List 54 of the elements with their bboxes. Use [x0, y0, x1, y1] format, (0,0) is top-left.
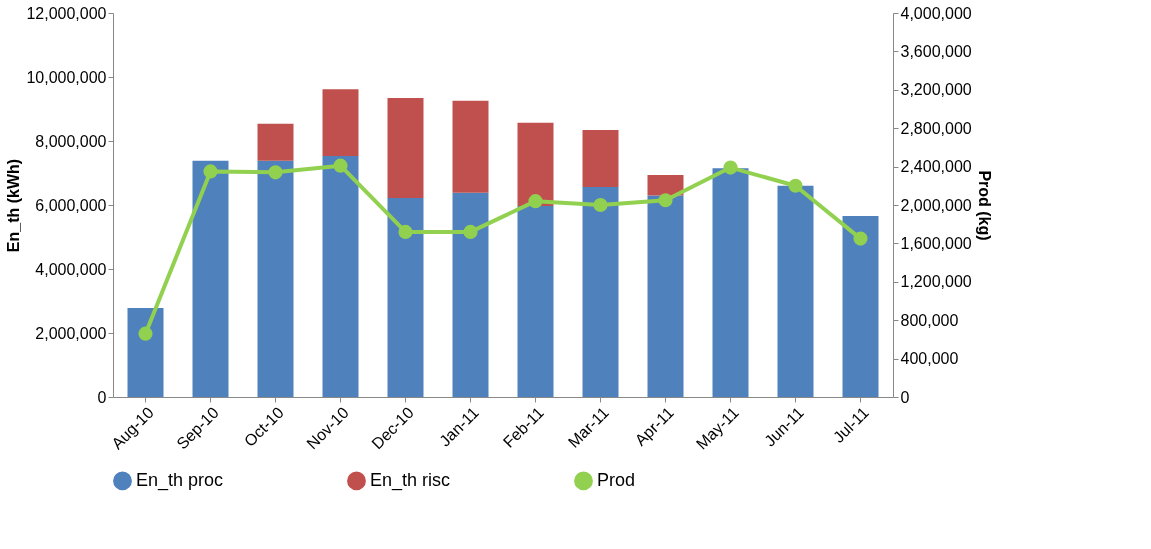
bar	[322, 89, 359, 157]
point	[463, 224, 478, 239]
y2-tick-label: 800,000	[900, 311, 959, 329]
point	[853, 231, 868, 246]
bar	[387, 197, 424, 397]
legend-label: En_th proc	[136, 469, 224, 491]
point	[333, 158, 348, 173]
bar	[257, 160, 294, 397]
point	[398, 224, 413, 239]
y-tick-label: 2,000,000	[35, 324, 107, 342]
bar	[582, 130, 619, 188]
point	[138, 326, 153, 341]
y-tick-label: 12,000,000	[26, 4, 107, 22]
y2-tick-label: 2,000,000	[900, 196, 972, 214]
bar	[452, 100, 489, 193]
bar	[842, 215, 879, 397]
y2-tick-label: 0	[900, 388, 910, 406]
bar	[777, 185, 814, 397]
bar	[582, 187, 619, 397]
y2-tick-label: 400,000	[900, 350, 959, 368]
y2-tick-label: 3,200,000	[900, 81, 972, 99]
y2-tick-label: 3,600,000	[900, 42, 972, 60]
point	[658, 193, 673, 208]
y-tick-label: 6,000,000	[35, 196, 107, 214]
bar	[712, 168, 749, 397]
y2-tick-label: 2,400,000	[900, 158, 972, 176]
y-axis-title: En_th (kWh)	[5, 158, 23, 253]
bar	[387, 98, 424, 198]
y2-axis-title: Prod (kg)	[975, 170, 993, 241]
y-tick-label: 4,000,000	[35, 260, 107, 278]
bar	[517, 122, 554, 206]
point	[528, 194, 543, 209]
bar	[517, 205, 554, 397]
legend-label: Prod	[597, 469, 636, 490]
point	[268, 165, 283, 180]
y2-tick-label: 4,000,000	[900, 4, 972, 22]
bar	[127, 308, 164, 397]
bar	[257, 123, 294, 161]
bar	[452, 192, 489, 397]
y-tick-label: 8,000,000	[35, 132, 107, 150]
y2-tick-label: 1,600,000	[900, 234, 972, 252]
y2-tick-label: 1,200,000	[900, 273, 972, 291]
point	[203, 164, 218, 179]
point	[593, 197, 608, 213]
y-tick-label: 0	[97, 388, 107, 406]
bar	[647, 195, 684, 397]
point	[723, 160, 738, 175]
legend-label: En_th risc	[370, 469, 451, 491]
bar	[647, 174, 684, 196]
point	[788, 178, 803, 193]
y-tick-label: 10,000,000	[26, 68, 107, 86]
y2-tick-label: 2,800,000	[900, 119, 972, 137]
bar	[192, 160, 229, 397]
bar	[322, 156, 359, 397]
